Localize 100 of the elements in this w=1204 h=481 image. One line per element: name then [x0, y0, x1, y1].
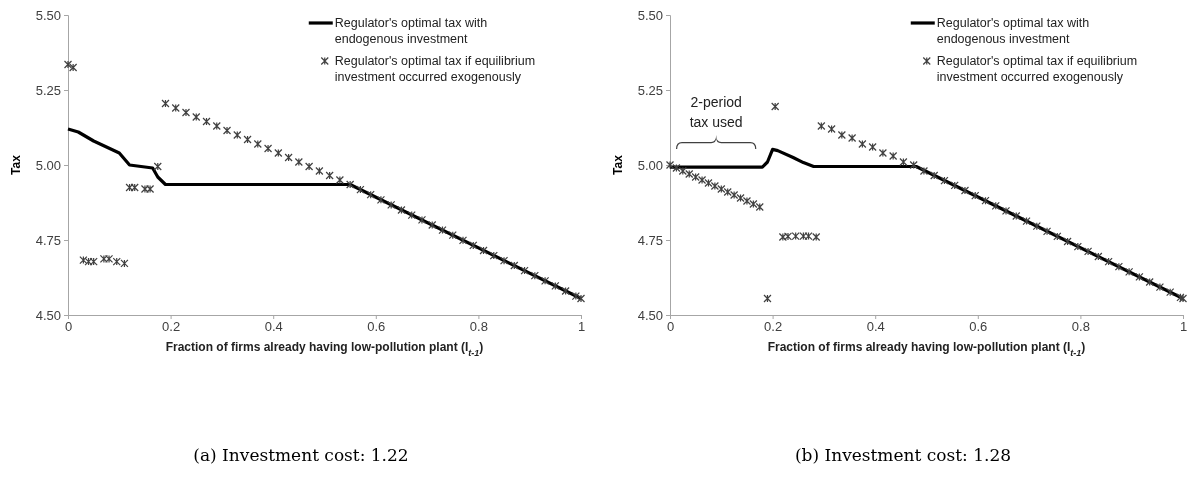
point — [919, 166, 929, 176]
y-tick-label: 5.50 — [35, 7, 61, 23]
point — [510, 261, 519, 270]
point — [576, 294, 586, 303]
point — [79, 256, 88, 265]
point — [763, 294, 772, 303]
point — [356, 185, 365, 194]
point — [99, 254, 109, 263]
point — [730, 190, 739, 200]
point — [1145, 277, 1154, 287]
point — [1125, 267, 1134, 276]
point — [749, 199, 758, 209]
point — [104, 254, 114, 263]
point — [930, 171, 939, 180]
point — [520, 266, 529, 275]
point — [1178, 294, 1188, 303]
point — [710, 181, 719, 191]
point — [1063, 237, 1072, 246]
point — [848, 133, 857, 143]
point — [387, 200, 396, 209]
point — [742, 196, 752, 206]
annotation: 2-period tax used — [689, 94, 743, 131]
point — [778, 232, 787, 242]
point — [89, 257, 98, 266]
point — [458, 236, 468, 245]
point — [1094, 252, 1103, 261]
point — [791, 232, 800, 241]
point — [120, 259, 129, 268]
point — [868, 142, 877, 152]
x-tick-label: 1 — [1179, 319, 1188, 335]
point — [755, 202, 764, 212]
text: (a) Investment cost: 1.22 — [193, 445, 409, 465]
point — [889, 151, 898, 161]
point — [284, 153, 293, 162]
y-tick-label: 5.00 — [637, 157, 663, 173]
point — [1073, 242, 1082, 251]
point — [1135, 272, 1144, 281]
point — [253, 139, 262, 149]
point — [438, 226, 447, 235]
legend-label: Regulator's optimal tax if equilibrium investment occurred exogenously — [936, 54, 1138, 84]
point — [1176, 293, 1185, 302]
point — [263, 144, 273, 153]
point — [125, 183, 134, 192]
point — [130, 183, 139, 192]
point — [837, 130, 846, 140]
point — [171, 103, 180, 113]
point — [469, 241, 478, 250]
point — [202, 117, 211, 126]
point — [499, 256, 509, 265]
point — [1084, 247, 1093, 256]
y-tick-label: 5.25 — [35, 82, 61, 98]
legend-label: Regulator's optimal tax with endogenous investment — [334, 16, 488, 46]
legend-label: Regulator's optimal tax with endogenous investment — [936, 16, 1090, 46]
point — [145, 184, 155, 194]
point — [366, 190, 375, 199]
point — [1053, 232, 1062, 241]
legend-label: Regulator's optimal tax if equilibrium investment occurred exogenously — [334, 54, 536, 84]
point — [325, 171, 334, 180]
point — [479, 246, 488, 255]
point — [736, 193, 745, 203]
y-tick-label: 5.25 — [637, 82, 663, 98]
y-axis-title: Tax — [611, 154, 625, 175]
point — [672, 163, 681, 173]
point — [274, 148, 283, 158]
point — [1155, 283, 1165, 292]
point — [571, 292, 580, 301]
x-tick-label: 0.4 — [866, 319, 885, 335]
point — [665, 160, 675, 170]
point — [112, 257, 121, 266]
point — [717, 184, 726, 194]
point — [448, 231, 457, 240]
point — [771, 102, 780, 111]
point — [960, 186, 970, 195]
point — [376, 195, 386, 204]
point — [540, 276, 550, 285]
point — [243, 135, 252, 144]
x-tick-label: 0 — [64, 319, 73, 335]
point — [551, 281, 560, 290]
point — [153, 162, 162, 171]
point — [84, 257, 93, 266]
point — [940, 176, 949, 185]
point — [991, 201, 1000, 210]
point — [799, 232, 808, 241]
point — [685, 169, 694, 179]
point — [981, 196, 990, 205]
text: (b) Investment cost: 1.28 — [794, 445, 1012, 465]
point — [63, 60, 73, 69]
point — [69, 63, 78, 72]
x-tick-label: 0 — [666, 319, 675, 335]
point — [971, 191, 980, 200]
point — [858, 139, 867, 149]
point — [417, 215, 427, 224]
x-axis-title: Fraction of firms already having low-pollution plant (I$_{t-1}$) — [767, 340, 1086, 358]
y-tick-label: 4.75 — [35, 232, 61, 248]
point — [294, 157, 303, 167]
point — [407, 211, 416, 220]
point — [1032, 222, 1041, 231]
x-tick-label: 0.4 — [264, 319, 283, 335]
x-tick-label: 0.2 — [764, 319, 783, 335]
point — [212, 121, 221, 131]
